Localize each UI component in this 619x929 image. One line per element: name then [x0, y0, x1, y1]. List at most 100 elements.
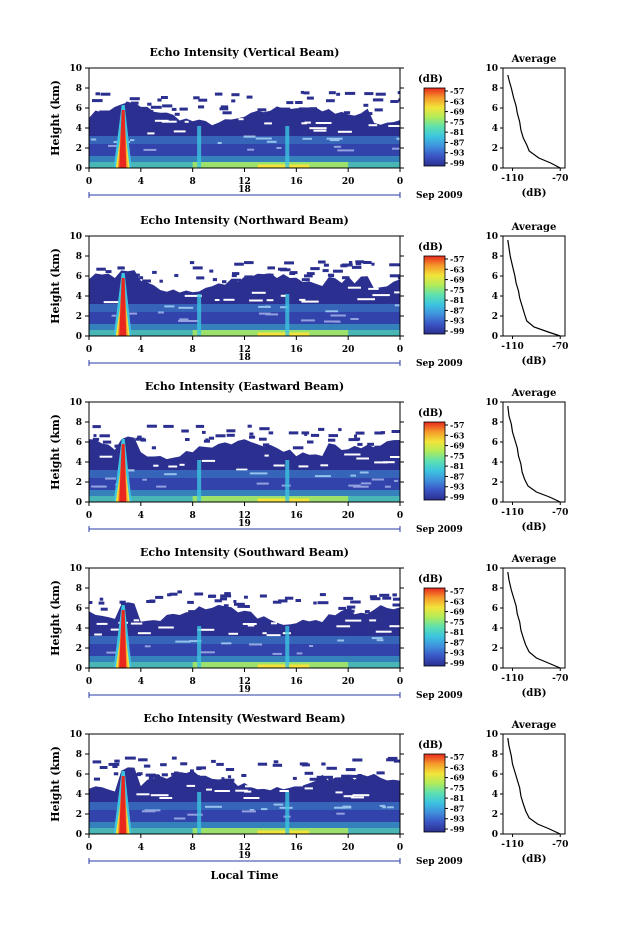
average-x-label: (dB) — [522, 188, 547, 199]
echo-speckle — [342, 276, 350, 280]
echo-speckle — [301, 763, 310, 767]
echo-speckle — [363, 261, 372, 264]
echo-speckle — [196, 276, 205, 280]
average-title: Average — [511, 388, 557, 399]
echo-gap — [279, 790, 289, 792]
echo-speckle — [374, 431, 384, 435]
echo-gap — [287, 784, 303, 787]
echo-gap — [96, 622, 108, 625]
colorbar-tick-label: -81 — [450, 127, 464, 137]
colorbar-tick-label: -57 — [450, 752, 464, 762]
convective-plume — [119, 610, 127, 668]
average-title: Average — [511, 554, 557, 565]
echo-gap — [133, 619, 140, 622]
average-y-tick-label: 2 — [492, 144, 498, 154]
echo-speckle — [286, 101, 294, 105]
x-tick-label: 8 — [190, 677, 196, 687]
average-y-tick-label: 0 — [492, 332, 498, 342]
echo-gap — [299, 298, 306, 301]
echo-speckle — [319, 593, 326, 597]
echo-speckle — [100, 92, 111, 96]
echo-speckle — [338, 606, 346, 610]
average-profile-line — [507, 239, 561, 337]
average-x-label: (dB) — [522, 522, 547, 533]
echo-gap — [266, 634, 281, 637]
colorbar-tick-label: -87 — [450, 305, 464, 315]
echo-speckle — [136, 111, 148, 115]
echo-gap — [375, 630, 392, 633]
echo-speckle — [96, 267, 106, 271]
echo-speckle — [264, 111, 274, 115]
echo-gap — [251, 291, 266, 294]
echo-speckle — [292, 776, 297, 780]
echo-speckle — [249, 432, 254, 436]
echo-speckle — [220, 105, 229, 109]
echo-speckle — [341, 774, 352, 778]
echo-band — [89, 136, 400, 144]
echo-speckle — [288, 431, 299, 435]
echo-speckle — [323, 263, 329, 267]
echo-gap — [158, 626, 174, 629]
echo-gap — [201, 459, 216, 462]
x-tick-label: 8 — [190, 177, 196, 187]
echo-speckle — [99, 597, 104, 601]
average-frame — [502, 67, 566, 169]
echo-gap — [197, 628, 215, 631]
echo-speckle — [187, 600, 194, 604]
average-frame — [502, 235, 566, 337]
colorbar-tick-label: -99 — [450, 824, 465, 834]
y-axis-label: Height (km) — [49, 746, 62, 822]
echo-speckle — [341, 263, 353, 267]
echo-speckle — [231, 610, 235, 614]
colorbar-tick-label: -63 — [450, 96, 465, 106]
echo-speckle — [155, 595, 164, 599]
echo-gap — [356, 457, 369, 460]
echo-speckle — [137, 435, 142, 439]
colorbar-unit: (dB) — [418, 242, 443, 253]
echo-speckle — [393, 611, 400, 615]
echo-speckle — [304, 274, 313, 278]
echo-gap — [280, 294, 286, 297]
colorbar-tick-label: -87 — [450, 471, 464, 481]
echo-speckle — [108, 762, 120, 766]
echo-speckle — [302, 107, 313, 111]
echo-speckle — [198, 98, 208, 102]
echo-speckle — [336, 92, 341, 96]
colorbar-tick-label: -75 — [450, 285, 464, 295]
echo-gap — [150, 794, 169, 797]
date-label: 19 — [238, 519, 251, 529]
echo-speckle — [272, 600, 282, 604]
echo-speckle — [355, 262, 362, 266]
echo-speckle — [163, 424, 174, 428]
echo-speckle — [376, 771, 385, 775]
echo-gap — [304, 787, 313, 790]
echo-gap — [168, 465, 178, 468]
echo-speckle — [380, 431, 385, 435]
echo-speckle — [192, 266, 203, 270]
echo-speckle — [219, 107, 229, 111]
average-x-label: (dB) — [522, 688, 547, 699]
echo-streak — [197, 126, 202, 168]
colorbar — [423, 255, 446, 335]
echo-speckle — [303, 91, 310, 95]
average-profile-line — [507, 74, 561, 169]
echo-speckle — [92, 437, 100, 441]
month-label: Sep 2009 — [416, 359, 463, 369]
echo-speckle — [216, 762, 224, 766]
average-y-tick-label: 0 — [492, 164, 498, 174]
echo-gap — [386, 118, 396, 121]
average-y-tick-label: 10 — [485, 730, 498, 740]
echo-gap — [320, 464, 329, 467]
echo-gap — [368, 287, 379, 290]
echo-streak — [197, 626, 202, 668]
echo-speckle — [208, 436, 215, 440]
echo-speckle — [92, 425, 101, 429]
panel-1: Echo Intensity (Northward Beam) 0 2 4 6 8 10 0 4… — [49, 214, 568, 369]
y-tick-label: 0 — [76, 332, 82, 342]
echo-speckle — [351, 774, 363, 778]
y-tick-label: 10 — [69, 398, 82, 408]
echo-speckle — [102, 275, 107, 279]
echo-speckle — [219, 607, 227, 611]
average-y-tick-label: 2 — [492, 644, 498, 654]
echo-gap — [153, 464, 159, 467]
